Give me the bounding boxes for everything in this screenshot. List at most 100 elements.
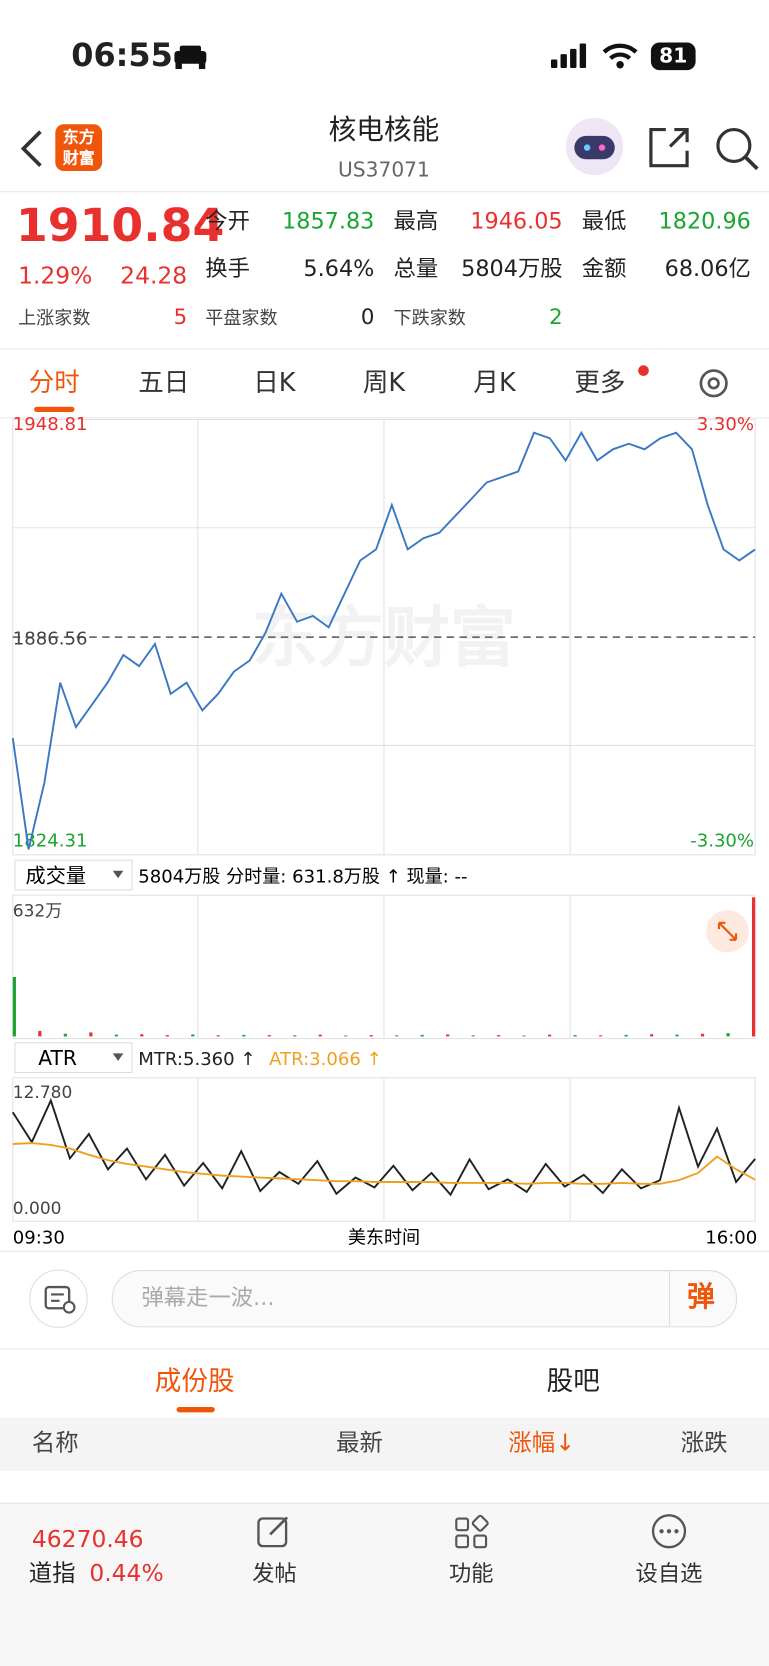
- breadth-label: 上涨家数: [18, 307, 91, 330]
- breadth-label: 下跌家数: [393, 307, 466, 330]
- nav-label[interactable]: 设自选: [635, 1560, 703, 1587]
- search-button[interactable]: [714, 125, 761, 172]
- dropdown-arrow: [112, 870, 124, 879]
- indicator-selector-label: ATR: [38, 1046, 77, 1070]
- y2-tick-label: 3.30%: [697, 414, 754, 435]
- field-label: 金额: [581, 255, 627, 282]
- watermark: 东方财富: [252, 600, 516, 677]
- series-line: [11, 1097, 756, 1197]
- stock-code: US37071: [337, 158, 430, 182]
- back-button[interactable]: [19, 130, 45, 168]
- tab-indicator: [176, 1407, 215, 1413]
- column-header[interactable]: 最新: [336, 1430, 383, 1457]
- divider: [0, 348, 769, 350]
- volume-bar: [114, 1034, 118, 1037]
- settings-button[interactable]: [697, 366, 731, 400]
- volume-bar: [420, 1034, 424, 1037]
- field-value: 5.64%: [303, 255, 375, 282]
- volume-bar: [63, 1033, 67, 1037]
- page-title: 核电核能: [328, 114, 440, 147]
- wifi-icon: [602, 43, 638, 69]
- y-tick-label: 1948.81: [13, 414, 88, 435]
- field-value: 1857.83: [282, 208, 375, 234]
- post-icon[interactable]: [255, 1513, 293, 1551]
- comment-input[interactable]: 弹幕走一波... 弹: [111, 1270, 738, 1328]
- change: 24.28: [120, 263, 188, 290]
- expand-icon: [717, 921, 738, 941]
- field-value: 68.06亿: [664, 255, 751, 282]
- danmaku-settings[interactable]: [29, 1269, 89, 1328]
- field-value: 5804万股: [461, 255, 563, 282]
- period-tab[interactable]: 分时: [28, 367, 80, 398]
- y-tick-label: 0.000: [13, 1199, 62, 1219]
- divider: [0, 191, 769, 193]
- y-tick-label: 1824.31: [13, 830, 88, 851]
- breadth-label: 平盘家数: [205, 307, 278, 330]
- badge-dot: [638, 365, 649, 376]
- function-icon[interactable]: [453, 1513, 491, 1551]
- volume-bar: [293, 1035, 297, 1037]
- period-tab[interactable]: 更多: [574, 367, 626, 398]
- logo-text: 财富: [62, 148, 95, 168]
- legend-entry: MTR:5.360 ↑: [138, 1049, 255, 1070]
- column-header[interactable]: 名称: [31, 1430, 79, 1457]
- volume-bar: [471, 1035, 475, 1037]
- volume-bar: [267, 1035, 271, 1037]
- volume-bar: [369, 1035, 373, 1037]
- y2-tick-label: -3.30%: [690, 830, 754, 851]
- divider: [0, 417, 769, 419]
- field-label: 最高: [393, 208, 439, 234]
- volume-bar: [344, 1035, 348, 1037]
- logo-text: 东方: [62, 127, 95, 147]
- volume-info: 5804万股 分时量: 631.8万股 ↑ 现量: --: [138, 866, 467, 887]
- field-value: 1946.05: [470, 208, 563, 234]
- index-change[interactable]: 0.44%: [89, 1560, 164, 1588]
- divider: [0, 1348, 769, 1350]
- volume-bar: [12, 976, 16, 1037]
- y-tick-label: 12.780: [13, 1083, 73, 1103]
- period-tab[interactable]: 月K: [473, 367, 516, 398]
- section-tab[interactable]: 成份股: [154, 1365, 235, 1397]
- table-header: 名称 最新 涨幅↓ 涨跌: [0, 1417, 769, 1471]
- charts: 东方财富 1824.31 1886.56 1948.81 -3.30% 3.30% 成交量 5…: [11, 414, 757, 1248]
- volume-bar: [548, 1034, 552, 1037]
- column-header[interactable]: 涨跌: [680, 1430, 728, 1457]
- breadth-value: 2: [549, 303, 563, 330]
- indicator-selector: [14, 859, 133, 891]
- index-value[interactable]: 46270.46: [31, 1527, 144, 1554]
- app-logo[interactable]: 东方 财富: [55, 124, 103, 171]
- field-label: 换手: [205, 255, 250, 282]
- change-pct: 1.29%: [18, 263, 93, 290]
- dropdown-arrow: [112, 1053, 124, 1061]
- nav-label[interactable]: 功能: [448, 1560, 494, 1587]
- nav-label[interactable]: 发帖: [252, 1560, 297, 1587]
- x-axis-title: 美东时间: [348, 1227, 420, 1248]
- assistant-avatar[interactable]: [564, 117, 626, 176]
- x-tick-label: 16:00: [705, 1227, 757, 1248]
- breadth-value: 5: [173, 303, 188, 330]
- share-button[interactable]: [647, 125, 692, 170]
- y-tick-label: 1886.56: [13, 629, 88, 650]
- bottom-bar: [0, 1502, 769, 1666]
- volume-bar: [599, 1035, 603, 1037]
- last-price: 1910.84: [15, 199, 225, 253]
- volume-bar: [242, 1034, 246, 1037]
- period-tab[interactable]: 日K: [253, 367, 296, 398]
- send-danmaku[interactable]: 弹: [687, 1281, 715, 1314]
- field-label: 今开: [205, 208, 250, 234]
- volume-bar: [497, 1035, 501, 1037]
- section-tab[interactable]: 股吧: [546, 1365, 600, 1397]
- watchlist-icon[interactable]: [650, 1512, 688, 1550]
- indicator-selector-label: 成交量: [26, 863, 87, 887]
- car-icon: [174, 45, 207, 70]
- period-tab[interactable]: 周K: [362, 367, 406, 398]
- series-line: [12, 1142, 756, 1185]
- breadth-value: 0: [360, 303, 375, 330]
- field-value: 1820.96: [658, 208, 751, 234]
- column-header[interactable]: 涨幅↓: [508, 1430, 575, 1457]
- volume-bar: [726, 1033, 730, 1037]
- index-name[interactable]: 道指: [28, 1560, 76, 1588]
- volume-bar: [38, 1030, 42, 1037]
- volume-bar: [624, 1034, 628, 1037]
- period-tab[interactable]: 五日: [138, 367, 190, 398]
